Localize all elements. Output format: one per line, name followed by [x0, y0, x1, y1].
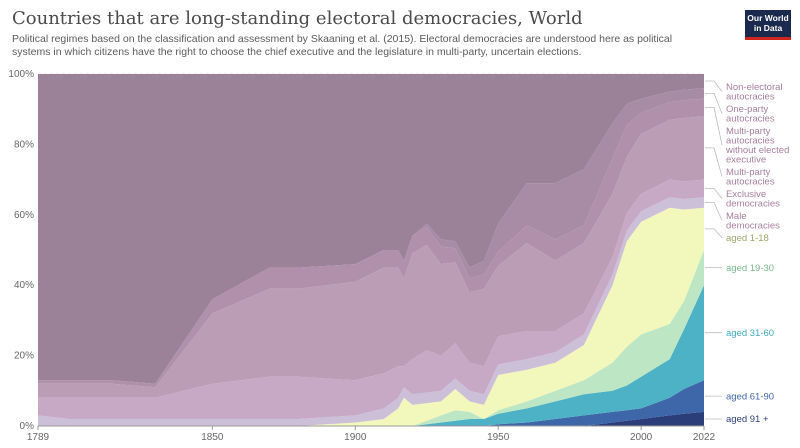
chart-title: Countries that are long-standing elector…	[12, 8, 583, 29]
logo-line-1: Our World	[747, 13, 789, 23]
legend-label-non-electoral-autocracies[interactable]: Non-electoral autocracies	[726, 82, 783, 103]
area-multi-party-autocracies[interactable]	[38, 116, 704, 398]
logo-line-2: in Data	[753, 23, 783, 33]
x-tick-label: 1850	[201, 432, 224, 443]
y-tick-label: 20%	[14, 351, 34, 362]
area-male-democracies[interactable]	[38, 197, 704, 426]
legend-label-aged-1-18[interactable]: aged 1-18	[726, 233, 769, 244]
x-tick-label: 1900	[344, 432, 367, 443]
legend-label-one-party-autocracies[interactable]: One-party autocracies	[726, 104, 775, 125]
legend-label-multi-party-autocracies[interactable]: Multi-party autocracies	[726, 167, 775, 188]
x-tick-label: 2022	[693, 432, 716, 443]
x-tick-label: 1789	[27, 432, 50, 443]
legend-connector	[705, 147, 723, 177]
area-non-electoral-autocracies[interactable]	[38, 74, 704, 384]
area-series	[38, 74, 704, 427]
legend-connector	[705, 202, 723, 221]
y-tick-labels: 0% 20% 40% 60% 80% 100%	[8, 69, 34, 432]
legend-label-aged-31-60[interactable]: aged 31-60	[726, 328, 774, 339]
y-tick-label: 80%	[14, 139, 34, 150]
owid-logo[interactable]: Our World in Data	[745, 10, 791, 40]
area-multi-party-autocracies-without-elected-executive[interactable]	[38, 98, 704, 388]
legend-connector	[705, 93, 723, 114]
area-exclusive-democracies[interactable]	[38, 179, 704, 419]
area-aged-1-18[interactable]	[38, 207, 704, 426]
y-tick-label: 40%	[14, 280, 34, 291]
x-tick-labels: 1789 1850 1900 1950 2000 2022	[27, 426, 716, 443]
y-tick-label: 0%	[20, 421, 35, 432]
legend-label-aged-61-90[interactable]: aged 61-90	[726, 391, 774, 402]
y-tick-label: 60%	[14, 210, 34, 221]
legend-connector	[705, 107, 723, 146]
legend-label-aged-91[interactable]: aged 91 +	[726, 414, 769, 425]
x-tick-label: 1950	[487, 432, 510, 443]
chart-subtitle: Political regimes based on the classific…	[12, 33, 673, 58]
legend-label-exclusive-democracies[interactable]: Exclusive democracies	[726, 189, 780, 210]
area-aged-91[interactable]	[38, 411, 704, 426]
y-tick-label: 100%	[8, 69, 34, 80]
logo-accent-bar	[745, 37, 791, 40]
legend-connector	[705, 228, 723, 239]
legend-label-aged-19-30[interactable]: aged 19-30	[726, 263, 774, 274]
x-tick-label: 2000	[630, 432, 653, 443]
legend-connector	[705, 188, 723, 199]
legend-connector	[705, 80, 723, 92]
legend-label-multi-party-autocracies-without-elected-executive[interactable]: Multi-party autocracies without elected exe…	[725, 126, 789, 166]
legend-label-male-democracies[interactable]: Male democracies	[726, 211, 780, 232]
